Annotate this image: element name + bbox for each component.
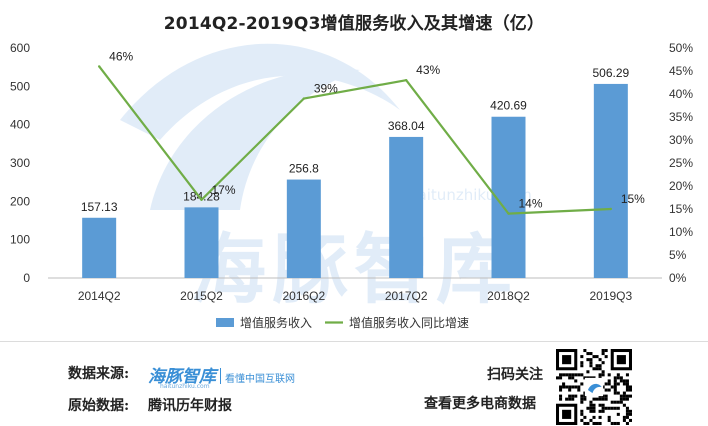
right-axis-tick: 15% <box>669 202 693 216</box>
left-axis-tick: 0 <box>23 271 30 285</box>
right-axis: 0% 5% 10% 15% 20% 25% 30% 35% 40% 45% 50% <box>669 41 693 285</box>
line-value-label: 46% <box>109 49 133 63</box>
right-axis-tick: 50% <box>669 41 693 55</box>
right-axis-tick: 20% <box>669 179 693 193</box>
right-axis-tick: 25% <box>669 156 693 170</box>
line-labels: 46% 17% 39% 43% 14% 15% <box>109 49 645 210</box>
left-axis-tick: 100 <box>10 233 30 247</box>
right-axis-tick: 10% <box>669 225 693 239</box>
right-axis-tick: 30% <box>669 133 693 147</box>
left-axis: 0 100 200 300 400 500 600 <box>10 41 30 285</box>
line-value-label: 43% <box>416 63 440 77</box>
legend-line-label: 增值服务收入同比增速 <box>349 315 469 330</box>
bar-labels: 157.13 184.28 256.8 368.04 420.69 506.29 <box>81 66 630 214</box>
left-axis-tick: 500 <box>10 79 30 93</box>
category-tick: 2017Q2 <box>385 289 428 303</box>
qr-code-icon[interactable] <box>556 349 632 425</box>
line-value-label: 17% <box>212 183 236 197</box>
watermark-brand: 海豚智库 <box>190 225 518 314</box>
category-tick: 2014Q2 <box>78 289 121 303</box>
bar-value-label: 256.8 <box>289 162 319 176</box>
line-point <box>200 198 203 201</box>
chart-title: 2014Q2-2019Q3增值服务收入及其增速（亿） <box>163 14 545 34</box>
right-axis-tick: 0% <box>669 271 687 285</box>
bar-series <box>82 83 628 278</box>
category-tick: 2015Q2 <box>180 289 223 303</box>
line-value-label: 39% <box>314 82 338 96</box>
bar <box>82 217 117 278</box>
left-axis-tick: 600 <box>10 41 30 55</box>
brand-logo: 海豚智库 看懂中国互联网 <box>148 362 295 387</box>
line-point <box>507 212 510 215</box>
left-axis-tick: 400 <box>10 118 30 132</box>
original-label: 原始数据: <box>68 398 130 414</box>
bar-value-label: 506.29 <box>592 66 629 80</box>
legend-bar-label: 增值服务收入 <box>240 315 312 330</box>
bar <box>286 179 321 278</box>
legend: 增值服务收入 增值服务收入同比增速 <box>216 315 469 330</box>
brand-tagline: 看懂中国互联网 <box>225 374 295 385</box>
line-point <box>404 79 408 82</box>
original-source: 腾讯历年财报 <box>148 398 232 414</box>
source-label: 数据来源: <box>68 366 130 382</box>
line-point <box>97 65 101 68</box>
left-axis-tick: 200 <box>10 194 30 208</box>
category-tick: 2016Q2 <box>282 289 325 303</box>
line-point <box>609 207 613 211</box>
watermark-dolphin-shape <box>150 68 360 210</box>
bar <box>184 207 219 278</box>
line-value-label: 14% <box>519 197 543 211</box>
bar <box>593 83 628 278</box>
brand-url: haitunzhiku.com <box>160 383 210 390</box>
bar-value-label: 420.69 <box>490 99 527 113</box>
bar-value-label: 368.04 <box>388 119 425 133</box>
scan-label: 扫码关注 <box>487 367 543 383</box>
line-series <box>97 65 613 215</box>
right-axis-tick: 40% <box>669 87 693 101</box>
category-tick: 2019Q3 <box>589 289 632 303</box>
bar-value-label: 184.28 <box>183 189 220 203</box>
right-axis-tick: 35% <box>669 110 693 124</box>
more-data-label: 查看更多电商数据 <box>424 396 536 412</box>
category-tick: 2018Q2 <box>487 289 530 303</box>
line-point <box>302 97 306 100</box>
right-axis-tick: 45% <box>669 64 693 78</box>
line-value-label: 15% <box>621 192 645 206</box>
legend-bar-swatch <box>216 318 234 327</box>
category-labels: 2014Q2 2015Q2 2016Q2 2017Q2 2018Q2 2019Q3 <box>78 289 633 303</box>
right-axis-tick: 5% <box>669 248 687 262</box>
growth-line <box>98 65 611 215</box>
watermark-dolphin-shape <box>120 43 400 140</box>
bar <box>389 136 424 278</box>
bar-value-label: 157.13 <box>81 200 118 214</box>
left-axis-tick: 300 <box>10 156 30 170</box>
brand-name: 海豚智库 <box>148 367 216 387</box>
